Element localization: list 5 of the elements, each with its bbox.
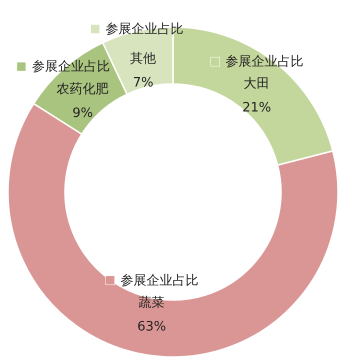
slice-label: 蔬菜 [138, 295, 165, 310]
slice-label: 大田 [244, 76, 270, 92]
slice-label: 农药化肥 [56, 82, 109, 98]
slice-label: 其他 [130, 51, 156, 66]
legend-label: 参展企业占比 [226, 54, 304, 70]
